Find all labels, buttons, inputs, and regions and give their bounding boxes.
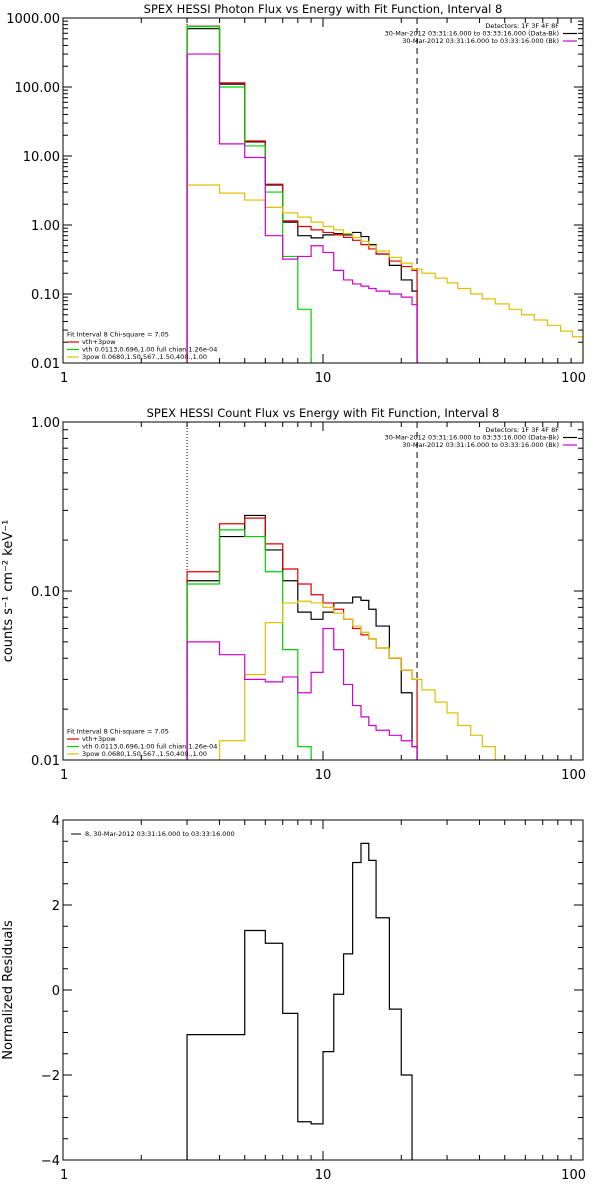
header-text: 30-Mar-2012 03:31:16.000 to 03:33:16.000… bbox=[385, 434, 559, 442]
series-1-line bbox=[186, 514, 418, 760]
chart-title: SPEX HESSI Photon Flux vs Energy with Fi… bbox=[144, 2, 503, 16]
series-2-line bbox=[186, 517, 418, 760]
chart-panel-3: Normalized Residuals 1 10 100 −4 −2 0 2 4 8, 30-M… bbox=[1, 814, 586, 1183]
header-text: 30-Mar-2012 03:31:16.000 to 03:33:16.000… bbox=[402, 37, 559, 45]
fit-legend-text: vth 0.0113,0.696,1.00 full chian 1.26e-0… bbox=[82, 743, 217, 751]
series-4-line bbox=[186, 600, 523, 760]
header-text: 30-Mar-2012 03:31:16.000 to 03:33:16.000… bbox=[402, 441, 559, 449]
fit-legend-text: Fit Interval 8 Chi-square = 7.05 bbox=[67, 331, 169, 339]
series-3-line bbox=[186, 529, 324, 760]
header-text: 30-Mar-2012 03:31:16.000 to 03:33:16.000… bbox=[385, 30, 559, 38]
x-tick-label: 100 bbox=[561, 371, 586, 386]
series-1-line bbox=[186, 28, 418, 363]
x-tick-label: 100 bbox=[561, 1168, 586, 1183]
y-tick-label: 10.00 bbox=[23, 150, 60, 165]
y-axis-label: counts s⁻¹ cm⁻² keV⁻¹ bbox=[1, 520, 16, 663]
chart-panel-1: SPEX HESSI Photon Flux vs Energy with Fi… bbox=[6, 2, 586, 386]
x-tick-label: 100 bbox=[561, 768, 586, 783]
y-tick-label: 100.00 bbox=[15, 81, 61, 96]
series-5-line bbox=[186, 53, 418, 363]
series-4-line bbox=[186, 184, 583, 363]
fit-legend-text: vth+3pow bbox=[82, 735, 116, 743]
series-5-line bbox=[186, 627, 418, 760]
y-tick-label: 0.10 bbox=[31, 288, 60, 303]
y-tick-label: 0 bbox=[52, 984, 60, 999]
y-tick-label: −2 bbox=[41, 1069, 60, 1084]
series-1-line bbox=[186, 842, 418, 1160]
x-tick-label: 10 bbox=[315, 371, 332, 386]
y-tick-label: 1.00 bbox=[31, 416, 60, 431]
y-tick-label: −4 bbox=[41, 1154, 60, 1169]
series-2-line bbox=[186, 25, 418, 363]
chart-panel-2: SPEX HESSI Count Flux vs Energy with Fit… bbox=[1, 406, 586, 783]
chart-title: SPEX HESSI Count Flux vs Energy with Fit… bbox=[147, 406, 500, 420]
y-tick-label: 0.10 bbox=[31, 585, 60, 600]
y-tick-label: 4 bbox=[52, 814, 60, 829]
y-tick-label: 0.01 bbox=[31, 357, 60, 372]
fit-legend-text: Fit Interval 8 Chi-square = 7.05 bbox=[67, 728, 169, 736]
header-text: Detectors: 1F 3F 4F 8F bbox=[485, 22, 559, 30]
series-3-line bbox=[186, 26, 324, 363]
plot-frame bbox=[62, 819, 584, 1161]
plot-frame bbox=[62, 17, 584, 364]
y-axis-label: Normalized Residuals bbox=[1, 920, 16, 1060]
x-tick-label: 1 bbox=[60, 1168, 68, 1183]
y-tick-label: 1000.00 bbox=[6, 12, 60, 27]
plot-frame bbox=[62, 421, 584, 761]
residual-legend-text: 8, 30-Mar-2012 03:31:16.000 to 03:33:16.… bbox=[85, 830, 235, 838]
x-tick-label: 1 bbox=[60, 371, 68, 386]
fit-legend-text: 3pow 0.0680,1.50,567.,1.50,400.,1.00 bbox=[82, 750, 207, 758]
y-tick-label: 0.01 bbox=[31, 754, 60, 769]
y-tick-label: 1.00 bbox=[31, 219, 60, 234]
fit-legend-text: 3pow 0.0680,1.50,567.,1.50,400.,1.00 bbox=[82, 353, 207, 361]
fit-legend-text: vth+3pow bbox=[82, 338, 116, 346]
x-tick-label: 1 bbox=[60, 768, 68, 783]
x-tick-label: 10 bbox=[315, 768, 332, 783]
fit-legend-text: vth 0.0113,0.696,1.00 full chian 1.26e-0… bbox=[82, 346, 217, 354]
header-text: Detectors: 1F 3F 4F 8F bbox=[485, 426, 559, 434]
x-tick-label: 10 bbox=[315, 1168, 332, 1183]
y-tick-label: 2 bbox=[52, 899, 60, 914]
